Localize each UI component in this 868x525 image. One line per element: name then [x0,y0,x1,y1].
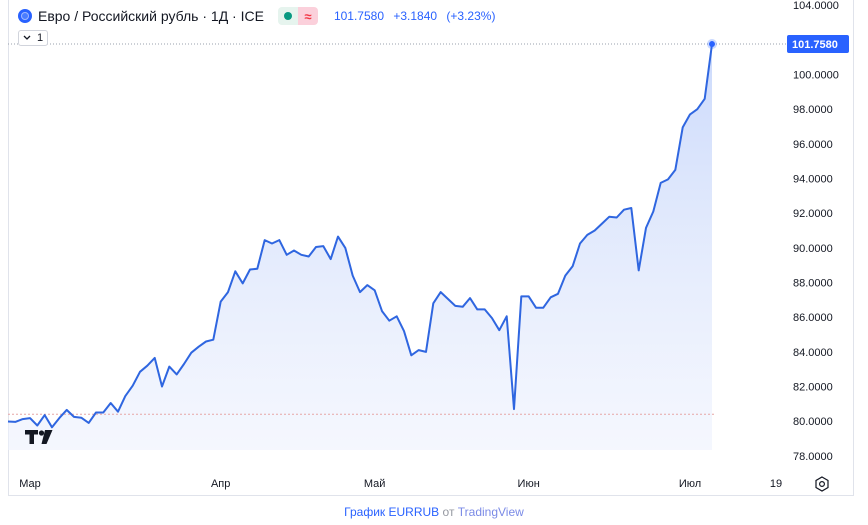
quote-values: 101.7580 +3.1840 (+3.23%) [334,9,502,23]
x-tick-label: Июн [518,478,540,490]
settings-icon[interactable] [814,476,830,492]
y-tick-label: 84.0000 [793,347,833,359]
series-line[interactable] [7,43,713,429]
status-dot-icon [283,12,292,20]
y-tick-label: 100.0000 [793,70,839,82]
last-point-marker[interactable] [709,41,715,48]
y-tick-label: 104.0000 [793,0,839,12]
market-open-indicator [277,7,298,25]
symbol-title[interactable]: Евро / Российский рубль · 1Д · ICE [38,8,264,24]
tradingview-logo-icon[interactable] [24,426,54,448]
y-tick-label: 82.0000 [793,382,833,394]
last-price-badge [787,35,849,54]
price-change: +3.1840 [393,9,438,23]
y-tick-label: 96.0000 [793,139,833,151]
chart-frame [8,0,854,496]
market-status[interactable]: ≈ [277,7,318,25]
footer-from-text: от [442,505,455,519]
y-tick-label: 90.0000 [793,243,833,255]
chart-header: Евро / Российский рубль · 1Д · ICE ≈ 101… [18,6,501,26]
y-tick-label: 98.0000 [793,104,833,116]
globe-icon [18,9,32,23]
collapse-count: 1 [36,32,44,44]
price-change-percent: (+3.23%) [446,9,496,23]
x-tick-label: 19 [770,478,782,490]
chart-footer: График EURRUB от TradingView [0,505,868,519]
last-price: 101.7580 [333,9,385,23]
x-tick-label: Июл [679,478,701,490]
y-tick-label: 86.0000 [793,312,833,324]
y-tick-label: 94.0000 [793,174,833,186]
last-price-badge-label: 101.7580 [792,39,838,51]
y-tick-label: 88.0000 [793,278,833,290]
series-area-fill [8,44,712,450]
x-tick-label: Май [364,478,386,490]
x-tick-label: Апр [211,478,230,490]
y-tick-label: 92.0000 [793,208,833,220]
y-tick-label: 78.0000 [793,451,833,463]
x-tick-label: Мар [19,478,41,490]
collapse-legend-button[interactable]: 1 [18,30,48,46]
y-tick-label: 80.0000 [793,416,833,428]
delayed-data-badge: ≈ [297,7,318,25]
chevron-down-icon [23,35,31,40]
chart-symbol-link[interactable]: График EURRUB [344,505,440,519]
tradingview-link[interactable]: TradingView [457,505,524,519]
